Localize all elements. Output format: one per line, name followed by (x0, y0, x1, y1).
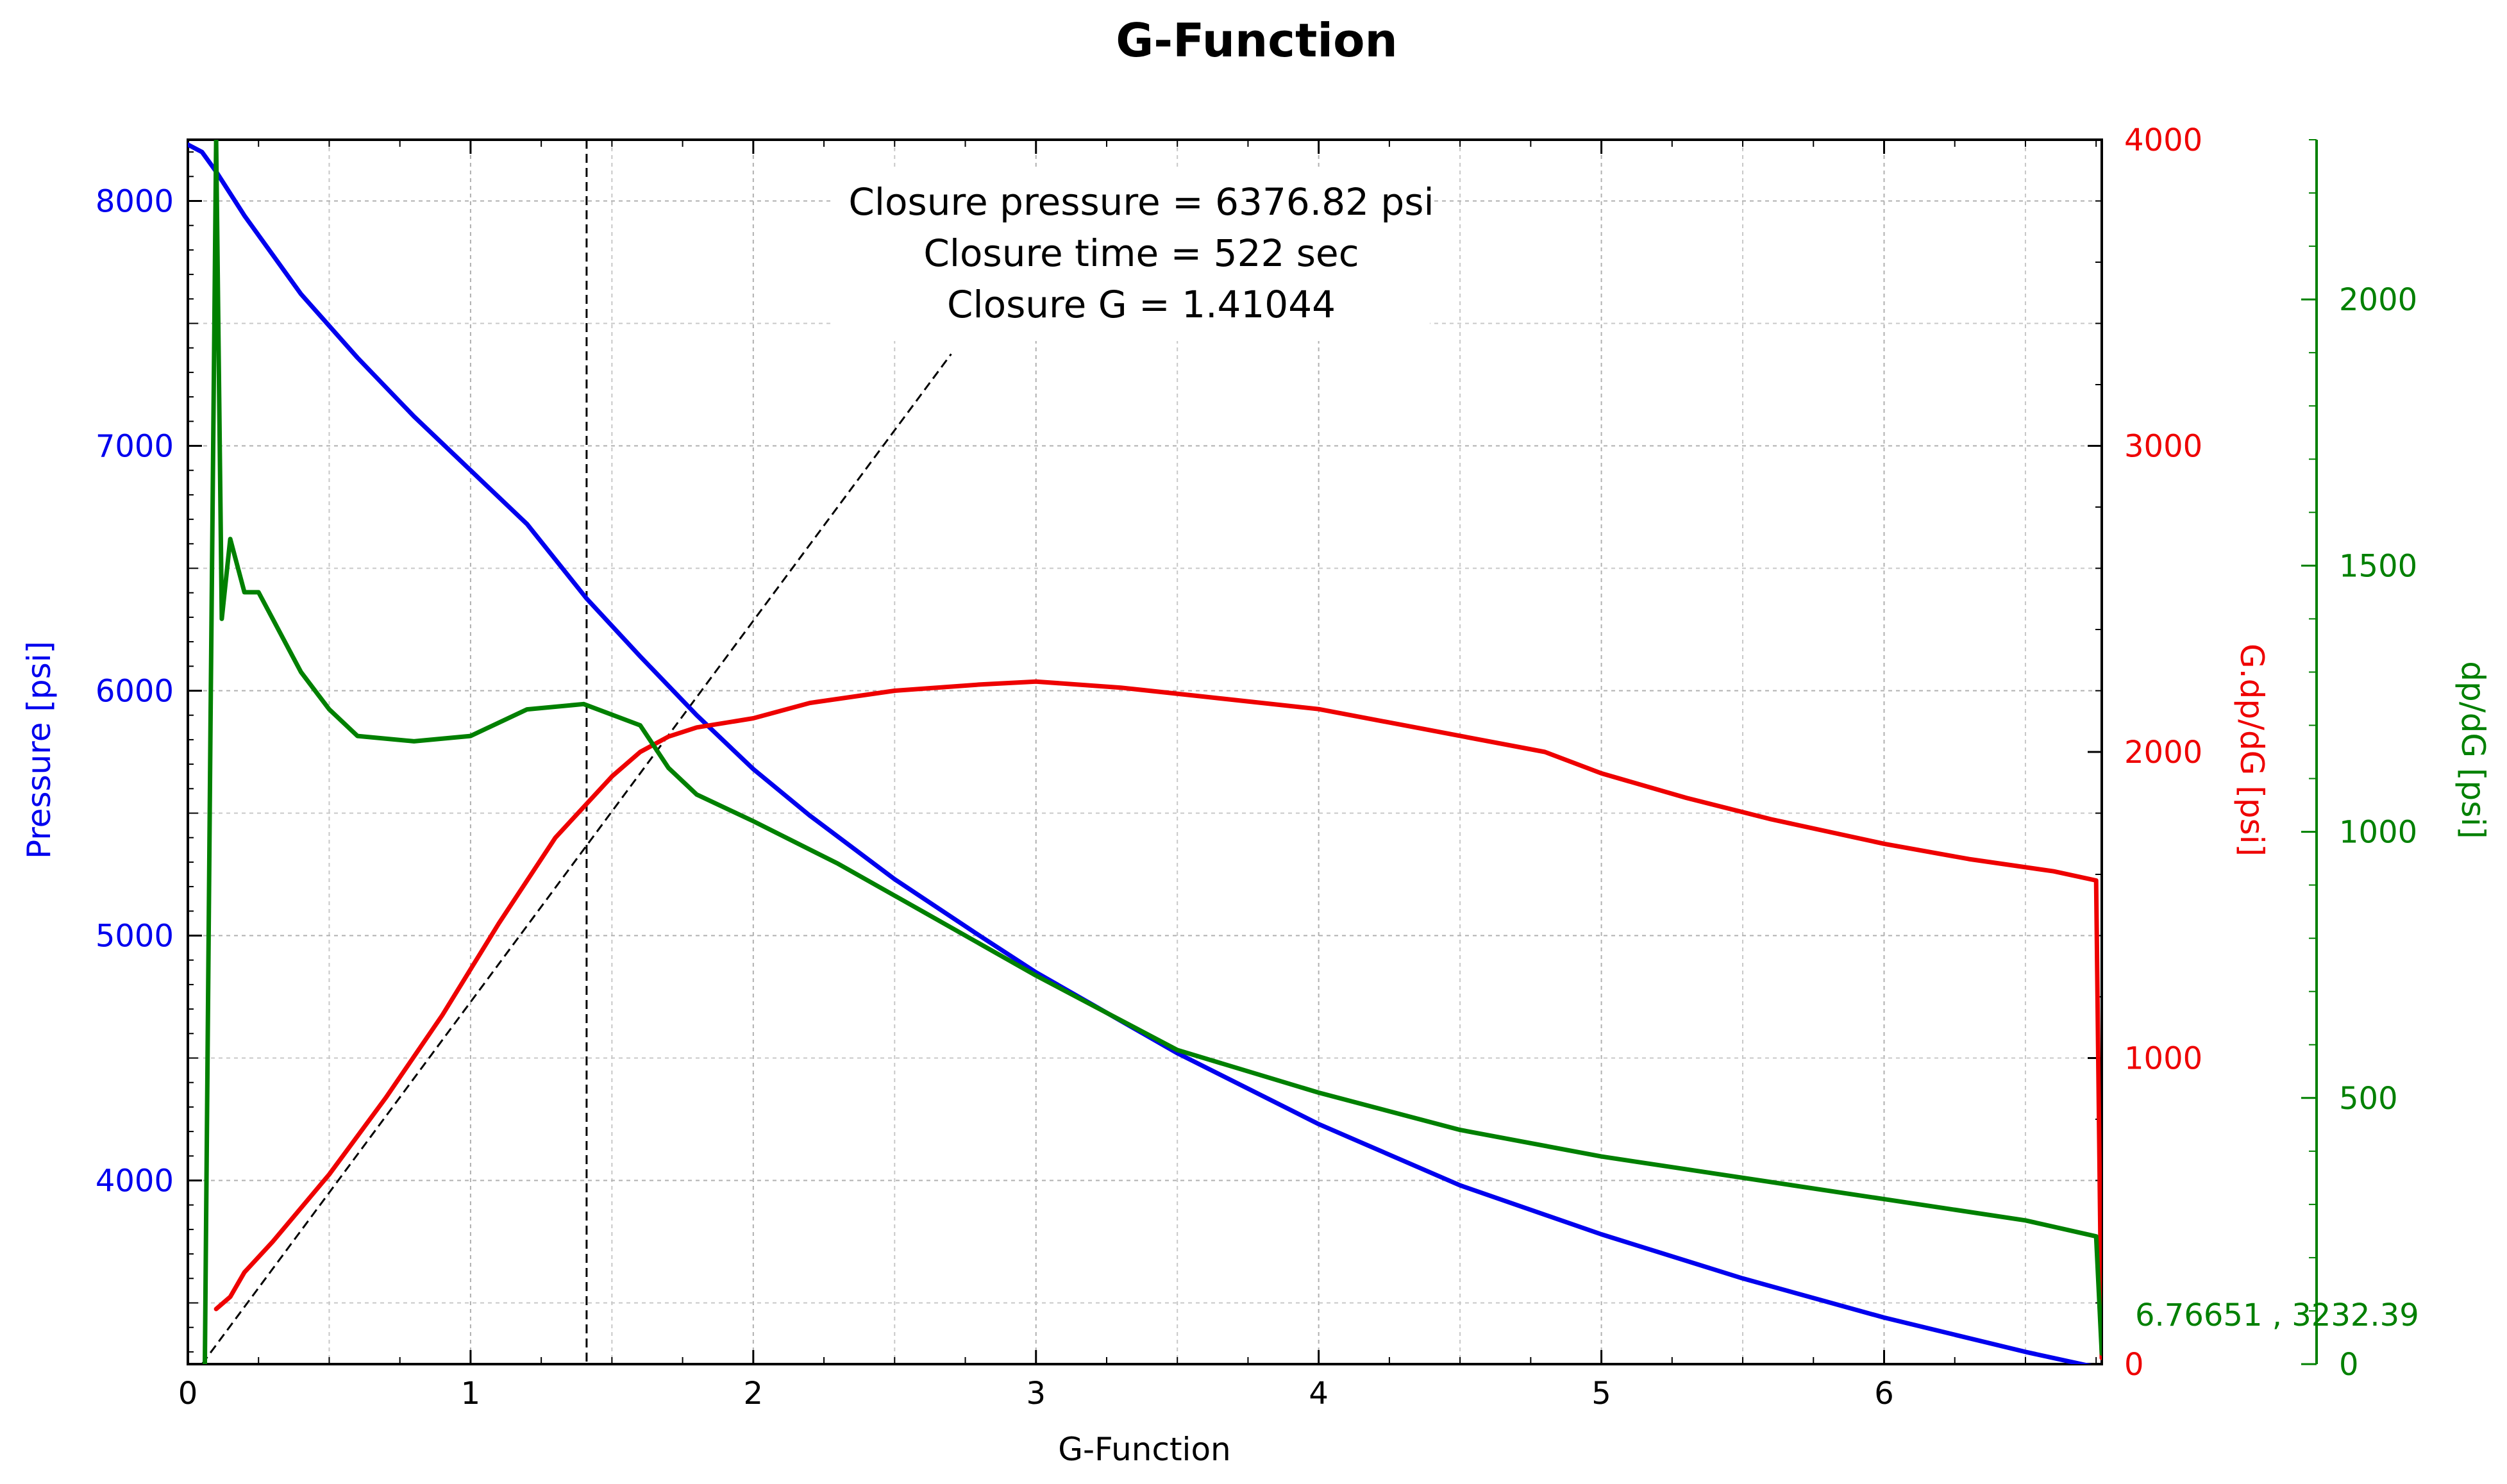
pressure-tick-label: 7000 (96, 429, 174, 465)
cursor-readout: 6.76651 , 3232.39 (2135, 1297, 2419, 1333)
x-tick-label: 3 (1026, 1376, 1046, 1412)
chart-title: G-Function (1116, 13, 1398, 67)
x-tick-label: 6 (1874, 1376, 1894, 1412)
x-axis-label: G-Function (1058, 1431, 1230, 1468)
dpdg-tick-label: 1500 (2339, 548, 2417, 584)
closure-time-annotation: Closure time = 522 sec (923, 231, 1359, 275)
closure-pressure-annotation: Closure pressure = 6376.82 psi (848, 180, 1434, 224)
x-tick-label: 5 (1591, 1376, 1611, 1412)
g-dp-dg-line (214, 679, 2102, 1360)
gdpdg-tick-label: 0 (2124, 1347, 2144, 1383)
tangent-line (201, 353, 952, 1364)
x-tick-label: 1 (461, 1376, 481, 1412)
gdpdg-tick-label: 3000 (2124, 429, 2202, 465)
pressure-tick-label: 5000 (96, 919, 174, 955)
axis-tick-labels: 0 1 2 3 4 5 6400050006000700080000100020003000… (96, 122, 2417, 1412)
gdpdg-tick-label: 1000 (2124, 1041, 2202, 1077)
pressure-tick-label: 4000 (96, 1163, 174, 1199)
dpdg-tick-label: 0 (2339, 1347, 2359, 1383)
pressure-axis-label: Pressure [psi] (21, 641, 58, 859)
pressure-tick-label: 6000 (96, 674, 174, 710)
x-tick-label: 2 (744, 1376, 764, 1412)
closure-g-annotation: Closure G = 1.41044 (947, 283, 1336, 326)
series-layer (188, 140, 2102, 1364)
pressure-tick-label: 8000 (96, 184, 174, 220)
x-tick-label: 0 (178, 1376, 198, 1412)
dpdg-tick-label: 2000 (2339, 282, 2417, 318)
annotation-box (834, 168, 1430, 341)
gdpdg-tick-label: 2000 (2124, 735, 2202, 771)
x-tick-label: 4 (1309, 1376, 1329, 1412)
gdpdg-axis-label: G.dp/dG [psi] (2233, 644, 2270, 856)
gdpdg-tick-label: 4000 (2124, 122, 2202, 158)
dpdg-tick-label: 1000 (2339, 815, 2417, 851)
dpdg-tick-label: 500 (2339, 1081, 2398, 1117)
dpdg-axis-label: dp/dG [psi] (2454, 661, 2492, 838)
